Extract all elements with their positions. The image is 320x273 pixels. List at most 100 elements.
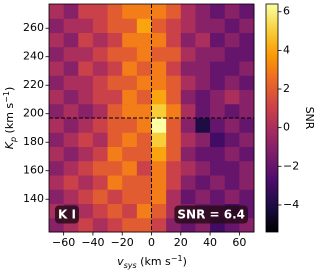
heatmap-cell [151,146,167,162]
heatmap-cell [63,160,79,176]
heatmap-cell [49,4,65,19]
heatmap-cell [136,89,152,105]
heatmap-cell [107,103,123,119]
heatmap-cell [107,160,123,176]
heatmap-cell [210,146,226,162]
heatmap-cell [63,189,79,204]
heatmap-cell [224,118,240,133]
heatmap-cell [224,32,240,48]
heatmap-cell [239,4,255,19]
heatmap-cell [122,103,138,119]
heatmap-cell [63,146,79,162]
heatmap-cell [180,160,196,176]
heatmap-cell [166,103,182,119]
heatmap-cell [78,146,94,162]
heatmap-cell [210,32,226,48]
y-label-part: p [9,137,18,143]
heatmap-cell [122,118,138,133]
heatmap-cell [210,46,226,62]
y-label-part: K [3,141,16,149]
y-label-part: −1 [2,91,11,103]
heatmap-cell [239,189,255,204]
heatmap-cell [92,46,109,62]
heatmap-cell [239,61,255,76]
overlay: K I SNR = 6.4 [49,4,254,232]
heatmap-cell [195,160,211,176]
heatmap-cell [166,75,182,90]
y-tick-label: 220 [23,78,44,91]
heatmap-cell [136,175,152,190]
heatmap-cell [122,132,138,147]
heatmap-cell [180,4,196,19]
annotation-box [174,205,248,224]
heatmap-cell [180,75,196,90]
heatmap-cell [49,189,65,204]
heatmap-cell [78,4,94,19]
heatmap-cell [151,189,167,204]
heatmap-cell [49,132,65,147]
heatmap-cell [195,132,211,147]
heatmap-cell [136,46,152,62]
heatmap-cell [180,146,196,162]
heatmap-cell [49,118,65,133]
heatmap-cell [151,89,167,105]
heatmap-cell [210,75,226,90]
x-label-part: v [117,255,124,268]
heatmap-cell [239,89,255,105]
heatmap-cell [210,103,226,119]
heatmap-cell [239,18,255,33]
heatmap-cell [49,160,65,176]
heatmap-cell [107,32,123,48]
heatmap-cell [195,46,211,62]
x-tick-label: −60 [52,236,75,249]
colorbar-tick-label: −2 [283,159,299,172]
heatmap-cell [136,32,152,48]
heatmap-cell [166,61,182,76]
heatmap-cell [78,203,94,219]
heatmap-cell [180,132,196,147]
heatmap-cell [63,89,79,105]
heatmap-cell [78,189,94,204]
colorbar-tick-label: 6 [283,5,290,18]
heatmap-cell [49,18,65,33]
heatmap-cell [49,103,65,119]
heatmap-cell [63,75,79,90]
heatmap-cell [136,217,152,233]
heatmap-cell [180,89,196,105]
x-tick-label: 0 [148,236,155,249]
x-tick-label: 40 [203,236,217,249]
heatmap-cell [210,18,226,33]
y-label-part: ) [3,87,16,91]
heatmap-cell [122,189,138,204]
heatmap-cell [107,4,123,19]
heatmap-cell [78,175,94,190]
heatmap-cell [92,146,109,162]
x-tick-label: 60 [232,236,246,249]
heatmap-cell [224,160,240,176]
heatmap-cell [210,132,226,147]
colorbar [265,3,279,233]
heatmap-cell [92,217,109,233]
colorbar-tick-label: 2 [283,82,290,95]
heatmap-cell [239,32,255,48]
heatmap [49,4,255,233]
heatmap-cell [180,118,196,133]
heatmap-cell [92,118,109,133]
heatmap-cell [195,4,211,19]
heatmap-cell [78,160,94,176]
heatmap-cell [122,46,138,62]
heatmap-cell [151,32,167,48]
heatmap-cell [136,18,152,33]
y-label-part: (km s [3,103,16,137]
heatmap-cell [107,189,123,204]
heatmap-cell [136,189,152,204]
heatmap-cell [166,132,182,147]
heatmap-cell [151,103,167,119]
heatmap-cell [224,75,240,90]
heatmap-cell [49,75,65,90]
heatmap-cell [166,4,182,19]
heatmap-cell [195,175,211,190]
heatmap-cell [78,61,94,76]
heatmap-cell [136,4,152,19]
